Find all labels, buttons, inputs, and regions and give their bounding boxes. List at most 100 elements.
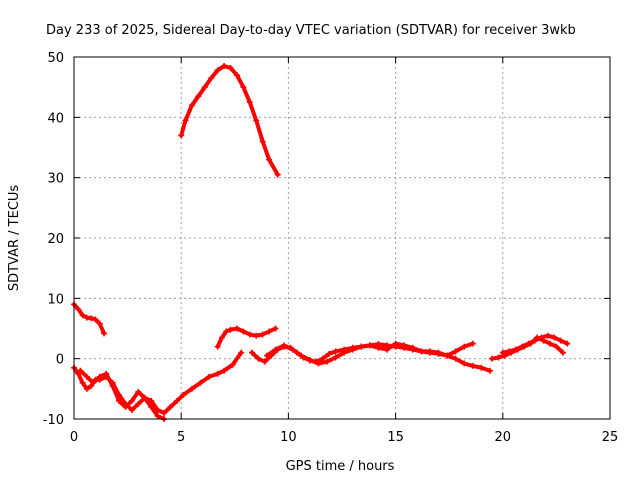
data-point xyxy=(272,346,279,353)
x-tick-label: 20 xyxy=(495,430,512,445)
y-tick-label: 30 xyxy=(47,172,64,187)
data-point xyxy=(246,331,253,338)
data-point xyxy=(478,364,485,371)
data-point xyxy=(332,354,339,361)
data-point xyxy=(109,382,116,389)
data-point xyxy=(499,349,506,356)
data-point xyxy=(452,348,459,355)
data-point xyxy=(469,340,476,347)
data-point xyxy=(128,397,135,404)
series-line xyxy=(78,368,166,421)
data-point xyxy=(214,67,221,74)
data-point xyxy=(182,117,189,124)
data-point xyxy=(564,340,571,347)
data-point xyxy=(240,328,247,335)
data-point xyxy=(83,373,90,380)
data-point xyxy=(544,332,551,339)
data-point xyxy=(103,370,110,377)
x-tick-label: 5 xyxy=(177,430,185,445)
ticks: 0 5 10 15 20 25 -10 0 10 20 30 40 50 xyxy=(43,51,619,445)
data-point xyxy=(392,340,399,347)
data-point xyxy=(88,315,95,322)
data-point xyxy=(135,388,142,395)
data-point xyxy=(486,367,493,374)
data-point xyxy=(401,342,408,349)
data-point xyxy=(315,360,322,367)
data-point xyxy=(96,320,103,327)
data-point xyxy=(444,352,451,359)
data-point xyxy=(298,352,305,359)
data-point xyxy=(531,337,538,344)
data-point xyxy=(141,394,148,401)
data-point xyxy=(227,326,234,333)
data-point xyxy=(469,362,476,369)
data-point xyxy=(221,63,228,70)
data-point xyxy=(148,403,155,410)
data-point xyxy=(197,379,204,386)
y-tick-label: 50 xyxy=(47,51,64,66)
data-point xyxy=(233,72,240,79)
data-point xyxy=(559,349,566,356)
data-point xyxy=(366,342,373,349)
data-point xyxy=(259,331,266,338)
series-track-midday xyxy=(214,325,279,350)
data-point xyxy=(426,348,433,355)
data-point xyxy=(180,391,187,398)
x-tick-label: 15 xyxy=(387,430,404,445)
data-point xyxy=(435,349,442,356)
data-point xyxy=(375,344,382,351)
data-point xyxy=(519,343,526,350)
x-tick-label: 25 xyxy=(602,430,619,445)
data-point xyxy=(96,373,103,380)
data-point xyxy=(79,379,86,386)
data-point xyxy=(323,358,330,365)
y-tick-label: 10 xyxy=(47,292,64,307)
grid xyxy=(74,57,610,419)
y-tick-label: 20 xyxy=(47,232,64,247)
data-point xyxy=(409,344,416,351)
data-point xyxy=(349,346,356,353)
data-point xyxy=(116,397,123,404)
data-point xyxy=(255,355,262,362)
data-point xyxy=(128,406,135,413)
series-track-evening-2 xyxy=(499,332,571,356)
data-point xyxy=(332,348,339,355)
series-track-afternoon-2 xyxy=(263,340,493,374)
series-track-high-arc xyxy=(178,63,281,178)
data-point xyxy=(122,403,129,410)
data-point xyxy=(341,349,348,356)
data-point xyxy=(495,354,502,361)
data-point xyxy=(167,403,174,410)
data-point xyxy=(92,316,99,323)
data-point xyxy=(266,156,273,163)
data-point xyxy=(452,355,459,362)
data-point xyxy=(281,342,288,349)
data-point xyxy=(90,379,97,386)
y-axis-label: SDTVAR / TECUs xyxy=(7,185,22,292)
data-point xyxy=(208,75,215,82)
data-point xyxy=(461,343,468,350)
data-point xyxy=(188,102,195,109)
data-point xyxy=(227,64,234,71)
data-point xyxy=(506,348,513,355)
data-point xyxy=(233,325,240,332)
x-axis-label: GPS time / hours xyxy=(286,459,395,474)
data-point xyxy=(246,99,253,106)
x-tick-label: 10 xyxy=(280,430,297,445)
data-point xyxy=(266,328,273,335)
data-point xyxy=(173,397,180,404)
data-point xyxy=(188,385,195,392)
data-point xyxy=(538,334,545,341)
data-point xyxy=(218,334,225,341)
data-point xyxy=(274,171,281,178)
data-point xyxy=(83,385,90,392)
data-point xyxy=(289,346,296,353)
data-point xyxy=(161,409,168,416)
data-point xyxy=(77,367,84,374)
data-point xyxy=(557,337,564,344)
data-point xyxy=(326,350,333,357)
y-tick-label: -10 xyxy=(43,413,64,428)
data-point xyxy=(261,358,268,365)
data-point xyxy=(461,360,468,367)
